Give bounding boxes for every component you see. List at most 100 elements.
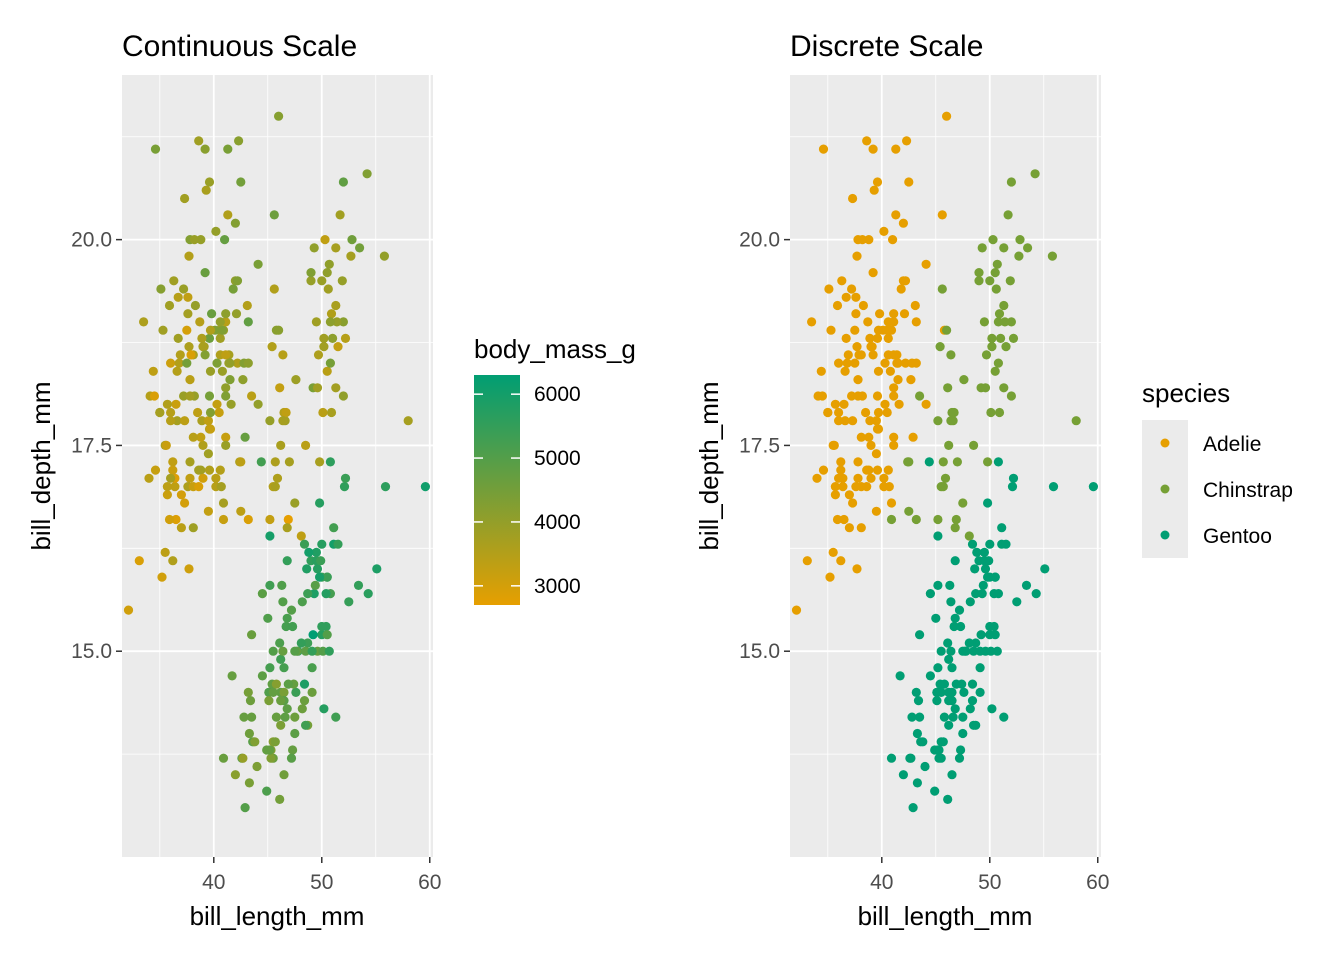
y-axis-title: bill_depth_mm	[26, 381, 56, 550]
data-point-adelie	[871, 506, 882, 516]
data-point-adelie	[205, 366, 216, 376]
data-point-chinstrap	[1006, 391, 1017, 401]
data-point-adelie	[162, 399, 172, 409]
data-point-gentoo	[989, 589, 999, 599]
data-point-adelie	[816, 366, 826, 376]
data-point-gentoo	[244, 728, 254, 739]
data-point-adelie	[172, 416, 182, 426]
data-point-gentoo	[301, 646, 311, 656]
data-point-adelie	[807, 317, 817, 327]
data-point-chinstrap	[265, 416, 275, 426]
data-point-adelie	[198, 440, 208, 450]
data-point-gentoo	[965, 597, 975, 607]
data-point-chinstrap	[1005, 276, 1015, 286]
data-point-gentoo	[310, 580, 320, 591]
data-point-chinstrap	[993, 358, 1004, 368]
data-point-gentoo	[970, 564, 980, 574]
data-point-chinstrap	[980, 383, 991, 393]
data-point-chinstrap	[994, 407, 1005, 418]
data-point-gentoo	[947, 687, 957, 698]
data-point-adelie	[221, 383, 231, 393]
data-point-gentoo	[975, 687, 985, 698]
data-point-chinstrap	[987, 342, 997, 352]
data-point-chinstrap	[950, 523, 960, 533]
data-point-adelie	[883, 317, 893, 327]
data-point-gentoo	[304, 547, 314, 558]
data-point-chinstrap	[969, 440, 979, 450]
data-point-gentoo	[363, 589, 373, 599]
data-point-gentoo	[947, 663, 957, 673]
data-point-adelie	[911, 358, 921, 368]
data-point-gentoo	[939, 679, 950, 689]
data-point-adelie	[902, 136, 912, 146]
data-point-gentoo	[299, 679, 310, 689]
data-point-gentoo	[340, 473, 351, 483]
data-point-gentoo	[331, 712, 341, 722]
data-point-adelie	[215, 317, 225, 327]
data-point-gentoo	[987, 704, 997, 714]
data-point-gentoo	[275, 638, 285, 648]
data-point-adelie	[203, 416, 213, 426]
data-point-chinstrap	[317, 276, 327, 286]
data-point-adelie	[173, 333, 183, 343]
y-tick-label: 15.0	[71, 640, 112, 663]
data-point-adelie	[221, 309, 231, 319]
data-point-chinstrap	[270, 457, 280, 467]
data-point-adelie	[891, 144, 901, 154]
data-point-adelie	[841, 333, 851, 343]
data-point-chinstrap	[943, 383, 953, 393]
data-point-adelie	[184, 564, 194, 574]
data-point-chinstrap	[318, 407, 328, 418]
data-point-chinstrap	[952, 457, 963, 467]
chart-title: Discrete Scale	[790, 30, 983, 63]
data-point-adelie	[149, 391, 159, 401]
data-point-adelie	[188, 432, 198, 442]
data-point-gentoo	[946, 597, 956, 607]
data-point-chinstrap	[283, 514, 293, 525]
data-point-gentoo	[307, 687, 317, 698]
data-point-adelie	[179, 391, 189, 401]
data-point-adelie	[204, 465, 215, 475]
data-point-chinstrap	[313, 350, 324, 360]
data-point-adelie	[898, 218, 909, 228]
data-point-gentoo	[309, 589, 319, 599]
data-point-gentoo	[949, 621, 959, 632]
data-point-gentoo	[247, 630, 257, 640]
data-point-gentoo	[906, 753, 916, 763]
data-point-adelie	[243, 358, 253, 368]
data-point-gentoo	[283, 679, 293, 689]
data-point-adelie	[829, 440, 839, 450]
data-point-chinstrap	[301, 440, 311, 450]
data-point-gentoo	[975, 646, 985, 656]
data-point-gentoo	[958, 712, 968, 722]
data-point-gentoo	[262, 786, 272, 796]
data-point-adelie	[880, 399, 890, 409]
data-point-gentoo	[324, 646, 334, 656]
data-point-adelie	[889, 432, 899, 442]
data-point-adelie	[871, 416, 882, 426]
data-point-adelie	[866, 342, 876, 352]
data-point-gentoo	[280, 712, 290, 722]
data-point-gentoo	[936, 646, 946, 656]
data-point-adelie	[883, 465, 893, 475]
data-point-chinstrap	[309, 243, 319, 253]
data-point-adelie	[839, 399, 849, 409]
data-point-adelie	[841, 292, 851, 302]
data-point-chinstrap	[362, 169, 372, 179]
data-point-chinstrap	[1014, 251, 1024, 261]
data-point-adelie	[176, 490, 186, 500]
data-point-adelie	[840, 366, 850, 376]
data-point-gentoo	[353, 580, 364, 591]
y-tick-label: 15.0	[739, 640, 780, 663]
data-point-adelie	[168, 465, 178, 475]
x-tick-label: 50	[310, 871, 333, 894]
data-point-gentoo	[1021, 580, 1032, 591]
data-point-adelie	[856, 523, 866, 533]
y-tick-label: 20.0	[71, 229, 112, 252]
data-point-adelie	[174, 358, 184, 368]
y-axis-title: bill_depth_mm	[694, 381, 724, 550]
data-point-gentoo	[290, 728, 300, 739]
data-point-adelie	[832, 514, 843, 525]
data-point-adelie	[812, 473, 822, 483]
data-point-gentoo	[1007, 482, 1018, 492]
